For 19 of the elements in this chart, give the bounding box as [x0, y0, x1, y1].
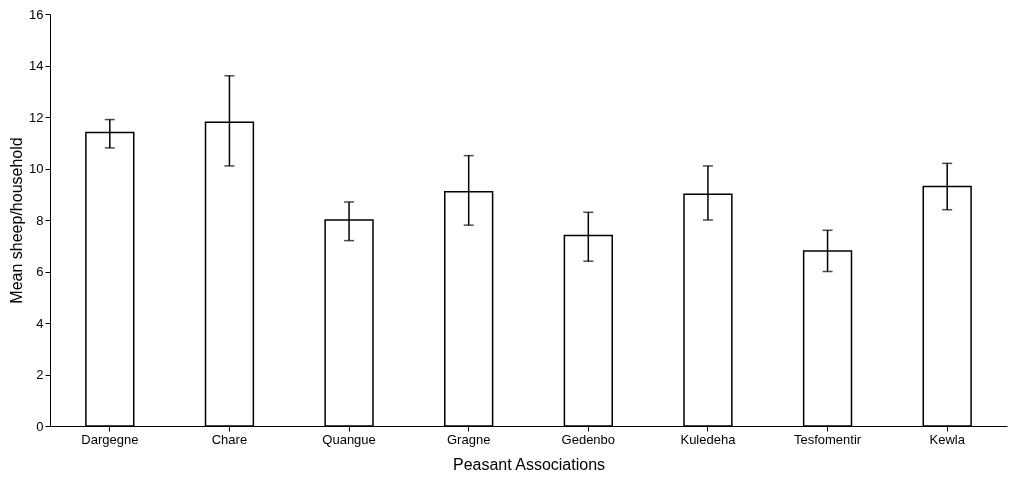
x-tick-label: Gragne: [447, 431, 491, 447]
x-tick-label: Kuledeha: [680, 431, 737, 447]
y-tick-label: 8: [36, 212, 44, 228]
x-axis-title: Peasant Associations: [452, 455, 606, 473]
y-tick-label: 4: [36, 315, 44, 331]
y-tick-label: 14: [29, 58, 44, 73]
x-tick-label: Dargegne: [81, 431, 139, 447]
x-tick-label: Gedenbo: [561, 431, 616, 447]
y-tick-label: 0: [36, 418, 44, 434]
x-tick-label: Chare: [211, 431, 248, 447]
y-tick-label: 12: [29, 109, 44, 125]
y-axis-title: Mean sheep/household: [8, 137, 26, 304]
y-tick-label: 6: [36, 264, 44, 279]
x-tick-label: Kewla: [929, 431, 966, 447]
y-tick-label: 16: [29, 6, 44, 22]
x-tick-label: Tesfomentir: [793, 431, 862, 447]
x-tick-label: Quangue: [322, 431, 376, 447]
y-tick-label: 10: [29, 161, 44, 176]
y-tick-label: 2: [36, 367, 44, 382]
